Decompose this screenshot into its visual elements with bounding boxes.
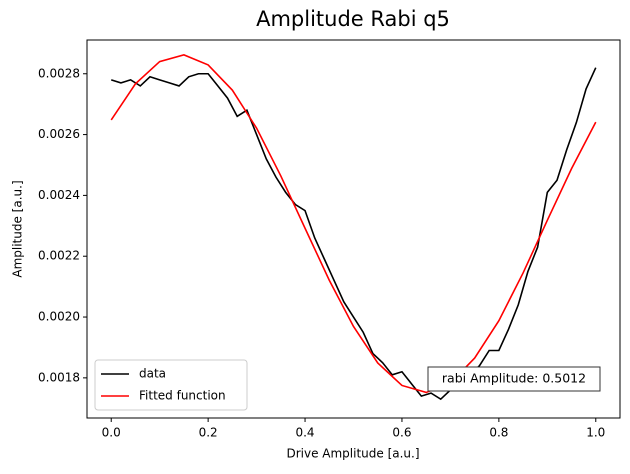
x-tick-label: 0.6 <box>392 426 411 440</box>
y-tick-label: 0.0026 <box>38 127 80 141</box>
legend-box <box>94 359 248 411</box>
x-tick-label: 0.4 <box>295 426 314 440</box>
y-tick-label: 0.0018 <box>38 370 80 384</box>
legend-label: Fitted function <box>139 389 226 403</box>
annotation: rabi Amplitude: 0.5012 <box>442 371 586 386</box>
y-tick-label: 0.0020 <box>38 310 80 324</box>
x-tick-label: 0.2 <box>199 426 218 440</box>
y-tick-label: 0.0024 <box>38 188 80 202</box>
annotation-box <box>427 366 601 392</box>
series-line <box>110 67 597 401</box>
x-axis-label: Drive Amplitude [a.u.] <box>286 447 419 461</box>
y-tick-label: 0.0022 <box>38 249 80 263</box>
x-tick-label: 1.0 <box>586 426 605 440</box>
y-tick-label: 0.0028 <box>38 66 80 80</box>
x-tick-label: 0.8 <box>489 426 508 440</box>
series-line <box>110 54 597 394</box>
axes-frame <box>86 39 621 419</box>
legend-label: data <box>139 367 166 381</box>
y-axis-label: Amplitude [a.u.] <box>11 180 25 277</box>
chart-title: Amplitude Rabi q5 <box>256 7 450 31</box>
x-tick-label: 0.0 <box>102 426 121 440</box>
